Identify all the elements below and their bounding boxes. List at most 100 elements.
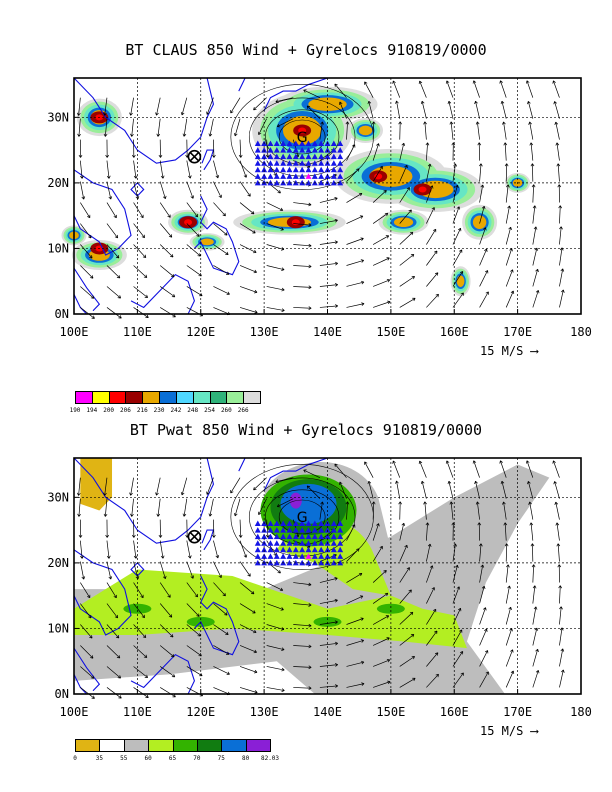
wind-vectors [76, 460, 565, 699]
gyre-triangle [292, 553, 299, 559]
wind-arrow [474, 100, 480, 119]
gyre-triangle [311, 520, 318, 527]
wind-arrow [426, 565, 434, 583]
gyre-triangle [286, 173, 293, 179]
gyre-triangle [330, 153, 337, 160]
panel2-colorbar-label: 70 [193, 755, 201, 762]
wind-arrow [399, 544, 408, 562]
gyre-triangle [280, 533, 287, 540]
wind-arrow [399, 209, 412, 224]
gyre-triangle [254, 173, 261, 179]
gyre-triangle [280, 540, 287, 546]
panel1-colorbar-label: 242 [170, 407, 182, 414]
gyre-triangle [254, 520, 261, 527]
wind-arrow [186, 202, 199, 218]
gyre-triangle [330, 160, 337, 166]
wind-arrow [505, 649, 514, 667]
wind-arrow [559, 268, 565, 287]
panel1-title: BT CLAUS 850 Wind + Gyrelocs 910819/0000 [125, 41, 487, 59]
panel2-colorbar-label: 0 [73, 755, 77, 762]
wind-arrow [159, 624, 174, 638]
wind-arrow [500, 480, 507, 499]
gyre-triangle [280, 527, 287, 533]
wind-arrow [372, 570, 387, 583]
wind-arrow [445, 80, 454, 98]
wind-arrow [552, 80, 560, 98]
wind-arrow [76, 97, 81, 116]
gyre-triangle [286, 559, 293, 566]
wind-arrow [346, 259, 365, 266]
gyre-triangle [254, 553, 261, 559]
cold-cluster-core [184, 219, 193, 226]
wind-arrow [79, 561, 86, 580]
gyre-triangle [305, 166, 312, 173]
wind-arrow [133, 160, 138, 179]
wind-arrow [293, 623, 312, 628]
gyre-triangle [292, 147, 299, 153]
wind-arrow [156, 498, 161, 517]
wind-arrow [426, 185, 434, 203]
wind-arrow [78, 519, 83, 538]
wind-arrow [559, 669, 565, 688]
gyre-triangle [305, 559, 312, 566]
wind-arrow [230, 97, 241, 114]
wind-arrow [131, 519, 136, 538]
wind-arrow [399, 187, 410, 203]
wind-arrow [159, 181, 167, 200]
panel1-colorbar-label: 230 [153, 407, 165, 414]
wind-arrow [367, 480, 374, 499]
wind-arrow [452, 227, 462, 245]
wind-arrow [452, 292, 464, 308]
gyre-triangle [305, 179, 312, 186]
gyre-triangle [261, 173, 268, 179]
panel2-ref-vector-label: 15 M/S ⟶ [480, 724, 538, 738]
gyre-triangle [305, 153, 312, 160]
wind-arrow [346, 682, 365, 688]
wind-arrow [238, 139, 243, 158]
gyre-triangle [305, 520, 312, 527]
x-tick-label: 180 [570, 705, 592, 719]
wind-arrow [293, 686, 312, 690]
panel1-colorbar-swatch [142, 391, 161, 404]
wind-arrow [159, 244, 174, 258]
wind-arrow [133, 645, 148, 658]
gyre-triangle [254, 147, 261, 153]
wind-arrow [527, 480, 534, 499]
wind-arrow [258, 118, 267, 136]
wind-arrow [182, 498, 188, 517]
wind-arrow [155, 97, 161, 116]
wind-arrow [266, 603, 284, 611]
gyre-triangle [305, 553, 312, 559]
wind-arrow [106, 181, 113, 200]
wind-arrow [293, 582, 312, 587]
wind-arrow [105, 139, 110, 158]
wind-arrow [159, 540, 165, 559]
gyre-triangle [318, 553, 325, 559]
gyre-triangle [292, 160, 299, 166]
gyre-triangle [330, 527, 337, 533]
wind-arrow [452, 607, 462, 625]
wind-arrow [158, 519, 163, 538]
coast-segment [130, 273, 196, 315]
x-tick-label: 110E [123, 705, 152, 719]
gyre-triangle [311, 527, 318, 533]
gyre-triangle [324, 153, 331, 160]
wind-arrow [399, 231, 414, 245]
panel1-colorbar-label: 260 [220, 407, 232, 414]
wind-arrow [78, 139, 83, 158]
wind-arrow [479, 564, 485, 583]
wind-arrow [186, 624, 201, 637]
wind-arrow [306, 485, 321, 499]
x-tick-label: 170E [503, 705, 532, 719]
wind-arrow [372, 212, 389, 224]
wind-arrow [319, 261, 338, 266]
wind-arrow [159, 666, 176, 678]
wind-arrow [293, 603, 312, 607]
wind-arrow [130, 498, 134, 517]
wind-arrow [479, 163, 483, 182]
wind-arrow [80, 645, 94, 659]
wind-arrow [103, 477, 108, 496]
wind-arrow [346, 302, 365, 308]
panel2-colorbar-swatch [148, 739, 174, 752]
panel1-colorbar-swatch [226, 391, 245, 404]
